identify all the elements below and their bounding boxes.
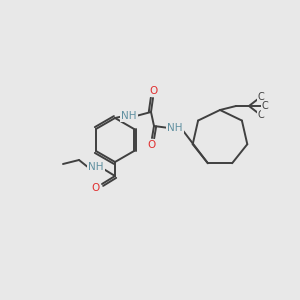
Text: NH: NH [121, 111, 137, 121]
Text: NH: NH [167, 123, 183, 133]
Text: C: C [262, 101, 268, 111]
Text: O: O [91, 183, 99, 193]
Text: O: O [148, 140, 156, 150]
Text: O: O [149, 86, 157, 96]
Text: C: C [258, 110, 264, 120]
Text: C: C [258, 92, 264, 102]
Text: NH: NH [88, 162, 104, 172]
